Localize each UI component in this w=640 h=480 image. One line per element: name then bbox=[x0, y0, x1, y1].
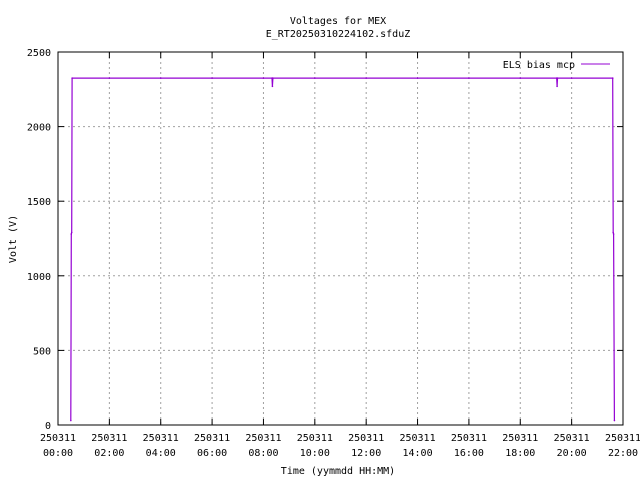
x-axis-label: Time (yymmdd HH:MM) bbox=[281, 466, 395, 477]
x-tick-label-date: 250311 bbox=[40, 433, 76, 444]
x-tick-label-time: 04:00 bbox=[146, 448, 176, 459]
legend: ELS bias mcp bbox=[503, 60, 610, 71]
grid-lines bbox=[58, 52, 623, 425]
x-tick-label-date: 250311 bbox=[451, 433, 487, 444]
data-point bbox=[416, 77, 419, 79]
x-tick-label-time: 16:00 bbox=[454, 448, 484, 459]
data-point bbox=[108, 77, 111, 79]
data-point bbox=[613, 419, 616, 422]
x-tick-label-date: 250311 bbox=[91, 433, 127, 444]
data-point bbox=[611, 77, 614, 79]
x-tick-label-time: 14:00 bbox=[402, 448, 432, 459]
x-tick-label-time: 10:00 bbox=[300, 448, 330, 459]
data-point bbox=[70, 231, 73, 234]
y-tick-label: 0 bbox=[45, 421, 51, 432]
series-layer bbox=[70, 77, 616, 422]
x-tick-label-time: 02:00 bbox=[94, 448, 124, 459]
x-tick-label-time: 06:00 bbox=[197, 448, 227, 459]
data-point bbox=[262, 77, 265, 79]
series-line bbox=[70, 77, 616, 421]
y-axis-label: Volt (V) bbox=[8, 215, 19, 263]
y-tick-label: 500 bbox=[33, 346, 51, 357]
chart-title: Voltages for MEX bbox=[290, 16, 386, 27]
x-tick-label-date: 250311 bbox=[143, 433, 179, 444]
x-tick-label-date: 250311 bbox=[297, 433, 333, 444]
x-tick-label-time: 18:00 bbox=[505, 448, 535, 459]
data-point bbox=[556, 85, 558, 88]
x-tick-label-date: 250311 bbox=[502, 433, 538, 444]
data-point bbox=[271, 85, 274, 88]
data-point bbox=[468, 77, 470, 79]
data-point bbox=[70, 233, 73, 235]
data-point bbox=[519, 77, 522, 79]
x-tick-label-time: 08:00 bbox=[248, 448, 278, 459]
x-tick-label-time: 00:00 bbox=[43, 448, 73, 459]
x-tick-label-time: 22:00 bbox=[608, 448, 638, 459]
chart-subtitle: E_RT20250310224102.sfduZ bbox=[266, 29, 411, 40]
x-tick-label-time: 20:00 bbox=[557, 448, 587, 459]
y-tick-label: 1500 bbox=[27, 197, 51, 208]
axis-ticks bbox=[57, 51, 624, 426]
y-tick-label: 2500 bbox=[27, 48, 51, 59]
x-tick-label-date: 250311 bbox=[399, 433, 435, 444]
x-tick-label-date: 250311 bbox=[194, 433, 230, 444]
x-tick-labels: 250311 00:00 250311 02:00 250311 04:00 250311 0… bbox=[40, 433, 640, 459]
data-point bbox=[71, 77, 73, 79]
data-point bbox=[365, 77, 367, 79]
data-point bbox=[612, 233, 615, 235]
x-tick-label-date: 250311 bbox=[605, 433, 640, 444]
x-tick-label-time: 12:00 bbox=[351, 448, 381, 459]
x-tick-label-date: 250311 bbox=[554, 433, 590, 444]
data-point bbox=[272, 77, 274, 79]
plot-border bbox=[57, 51, 624, 426]
data-point bbox=[570, 77, 573, 79]
x-tick-label-date: 250311 bbox=[245, 433, 281, 444]
data-point bbox=[556, 77, 559, 79]
data-point bbox=[211, 77, 213, 79]
legend-label: ELS bias mcp bbox=[503, 60, 575, 71]
data-point bbox=[314, 77, 316, 79]
y-tick-label: 2000 bbox=[27, 123, 51, 134]
x-tick-label-date: 250311 bbox=[348, 433, 384, 444]
data-point bbox=[70, 419, 72, 422]
data-point bbox=[612, 231, 614, 234]
y-tick-label: 1000 bbox=[27, 272, 51, 283]
data-point bbox=[159, 77, 162, 79]
y-tick-labels: 0 500 1000 1500 2000 2500 bbox=[27, 48, 51, 432]
